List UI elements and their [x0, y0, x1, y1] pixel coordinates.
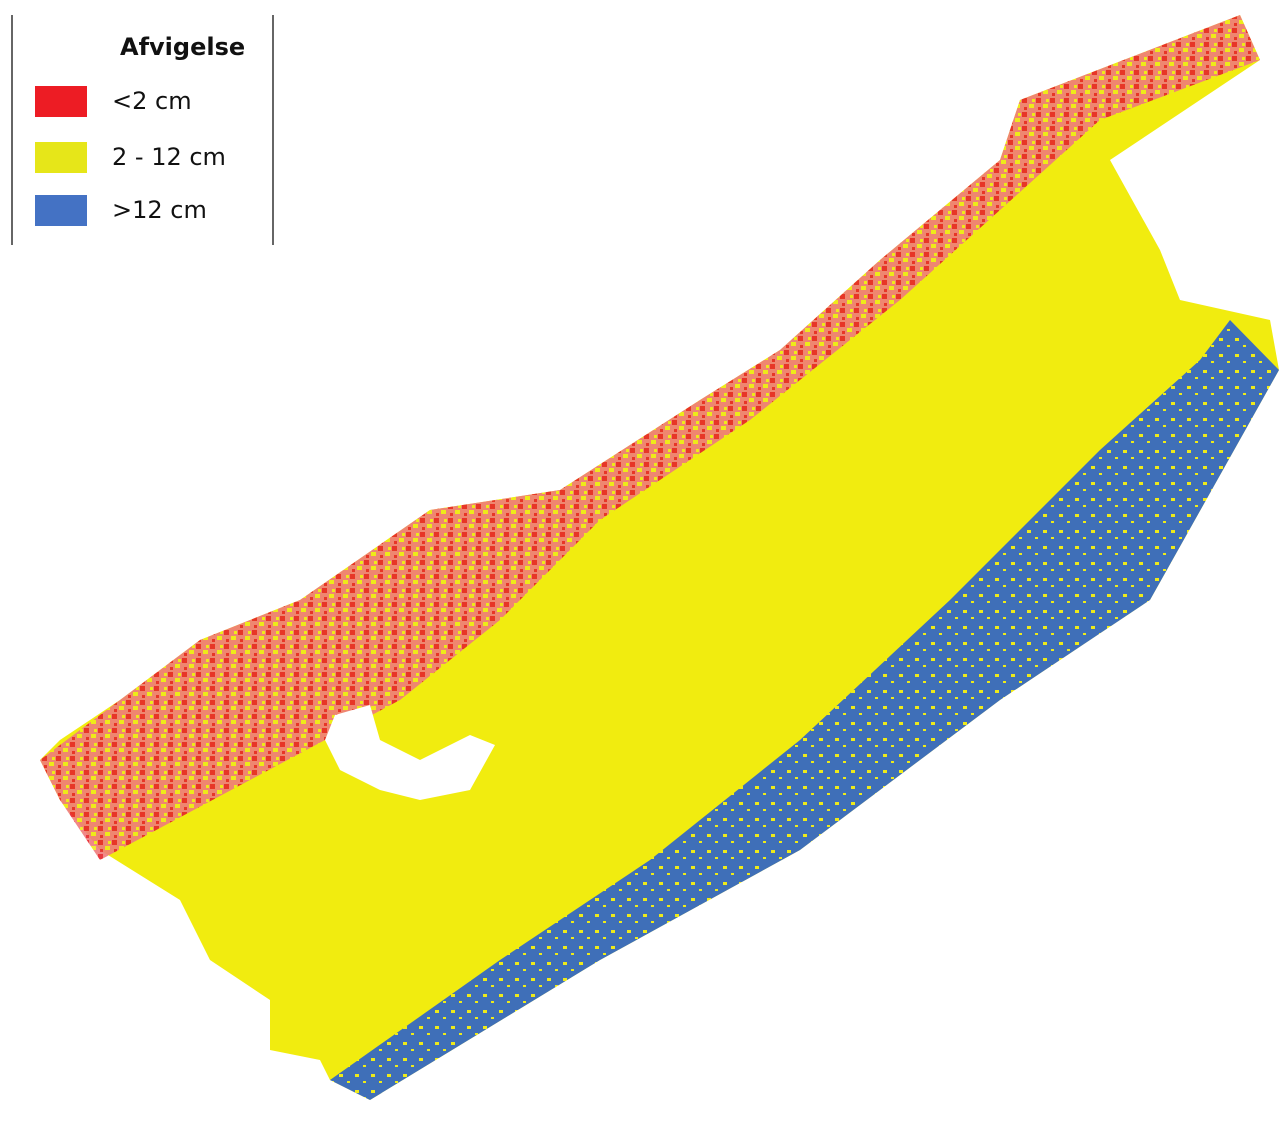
legend-swatch	[35, 142, 87, 173]
legend-title: Afvigelse	[120, 33, 245, 61]
legend-swatch	[35, 195, 87, 226]
legend: <2 cm 2 - 12 cm >12 cm	[35, 86, 226, 226]
legend-label: <2 cm	[112, 87, 192, 115]
legend-swatch	[35, 86, 87, 117]
map: Afvigelse <2 cm 2 - 12 cm >12 cm	[0, 0, 1279, 1122]
legend-label: 2 - 12 cm	[112, 143, 226, 171]
map-area	[40, 15, 1279, 1100]
legend-label: >12 cm	[112, 196, 207, 224]
